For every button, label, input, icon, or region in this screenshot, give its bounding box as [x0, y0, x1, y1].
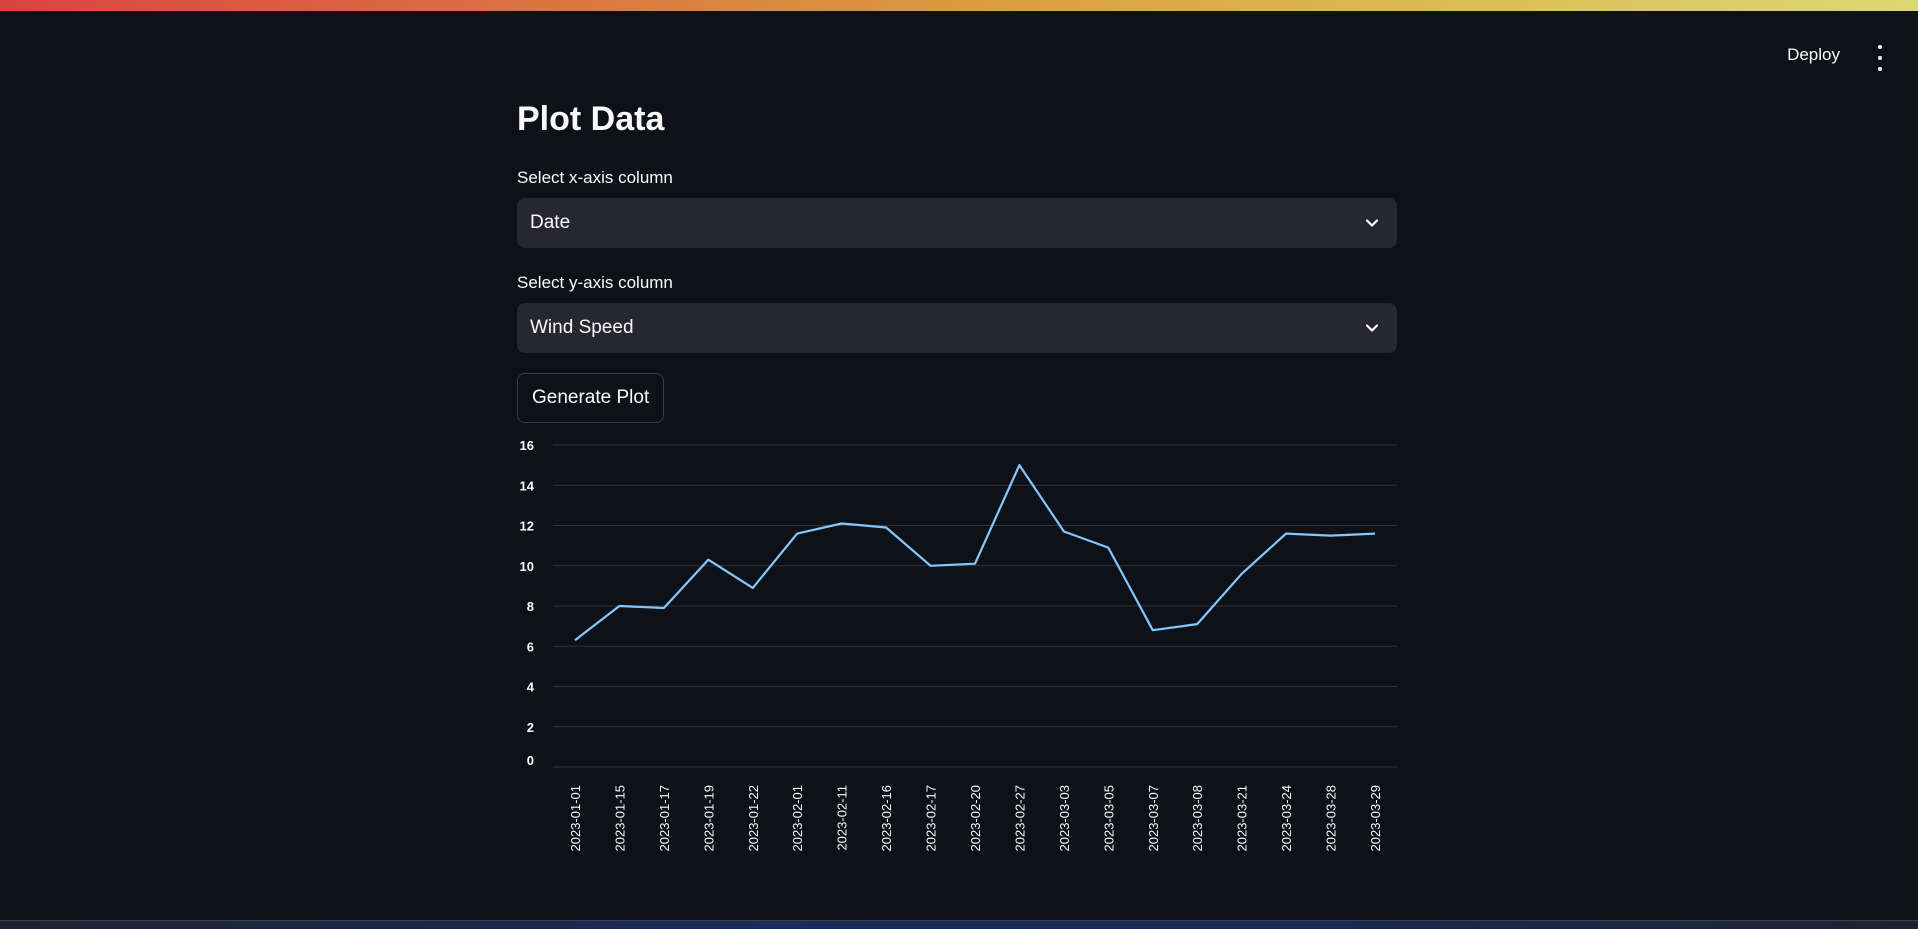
data-point[interactable] [839, 520, 845, 526]
y-tick-label: 10 [520, 559, 534, 574]
chevron-down-icon [1365, 219, 1379, 227]
x-tick-label: 2023-01-01 [568, 785, 583, 852]
y-axis-ticks: 0 2 4 6 8 10 12 14 16 [520, 438, 535, 768]
x-axis-select[interactable]: Date [517, 198, 1397, 248]
data-point[interactable] [1016, 462, 1022, 468]
data-point[interactable] [794, 531, 800, 537]
data-point[interactable] [1105, 545, 1111, 551]
x-tick-label: 2023-02-16 [879, 785, 894, 852]
x-tick-label: 2023-02-17 [924, 785, 939, 852]
x-tick-label: 2023-02-27 [1012, 785, 1027, 852]
data-point[interactable] [1239, 571, 1245, 577]
data-point[interactable] [1328, 533, 1334, 539]
data-point[interactable] [616, 603, 622, 609]
data-point[interactable] [661, 605, 667, 611]
y-tick-label: 8 [527, 599, 534, 614]
y-tick-label: 2 [527, 720, 534, 735]
data-point[interactable] [883, 525, 889, 531]
data-point[interactable] [1372, 531, 1378, 537]
top-decoration-bar [0, 0, 1918, 11]
x-tick-label: 2023-03-29 [1368, 785, 1383, 852]
x-axis-select-value: Date [530, 212, 571, 233]
x-tick-label: 2023-03-08 [1190, 785, 1205, 852]
y-axis-select[interactable]: Wind Speed [517, 303, 1397, 353]
data-point[interactable] [750, 585, 756, 591]
data-point[interactable] [928, 563, 934, 569]
data-point[interactable] [705, 557, 711, 563]
x-tick-label: 2023-03-24 [1279, 785, 1294, 852]
app-header: Deploy [0, 11, 1918, 71]
y-axis-select-value: Wind Speed [530, 317, 634, 338]
y-axis-select-label: Select y-axis column [517, 273, 673, 292]
menu-dot [1878, 67, 1882, 71]
x-tick-label: 2023-02-20 [968, 785, 983, 852]
data-point[interactable] [1150, 627, 1156, 633]
x-tick-label: 2023-01-19 [701, 785, 716, 852]
bottom-taskbar-strip [0, 920, 1918, 929]
x-tick-label: 2023-02-11 [835, 785, 850, 851]
x-tick-label: 2023-03-21 [1235, 785, 1250, 852]
x-tick-label: 2023-01-17 [657, 785, 672, 852]
series-layer [572, 462, 1378, 643]
page-title: Plot Data [517, 100, 665, 138]
kebab-menu-icon[interactable] [1870, 45, 1890, 71]
x-tick-label: 2023-03-07 [1146, 785, 1161, 852]
x-tick-label: 2023-03-03 [1057, 785, 1072, 852]
y-tick-label: 0 [527, 753, 534, 768]
data-point[interactable] [572, 637, 578, 643]
x-tick-label: 2023-01-22 [746, 785, 761, 852]
y-tick-label: 16 [520, 438, 534, 453]
x-axis-select-label: Select x-axis column [517, 168, 673, 187]
chart-grid [553, 444, 1397, 768]
x-tick-label: 2023-03-05 [1101, 785, 1116, 852]
deploy-button[interactable]: Deploy [1779, 41, 1848, 69]
data-point[interactable] [1194, 621, 1200, 627]
x-tick-label: 2023-01-15 [612, 785, 627, 852]
y-tick-label: 6 [527, 639, 534, 654]
data-point[interactable] [972, 561, 978, 567]
data-point[interactable] [1061, 529, 1067, 535]
x-axis-ticks: 2023-01-01 2023-01-15 2023-01-17 2023-01-19… [568, 785, 1383, 852]
menu-dot [1878, 56, 1882, 60]
chevron-down-icon [1365, 324, 1379, 332]
generate-plot-button[interactable]: Generate Plot [517, 373, 665, 423]
data-point[interactable] [1283, 531, 1289, 537]
x-tick-label: 2023-03-28 [1324, 785, 1339, 852]
y-tick-label: 12 [520, 519, 534, 534]
series-line [574, 464, 1376, 642]
y-tick-label: 4 [527, 680, 535, 695]
x-tick-label: 2023-02-01 [790, 785, 805, 852]
menu-dot [1878, 45, 1882, 49]
y-tick-label: 14 [520, 478, 535, 493]
